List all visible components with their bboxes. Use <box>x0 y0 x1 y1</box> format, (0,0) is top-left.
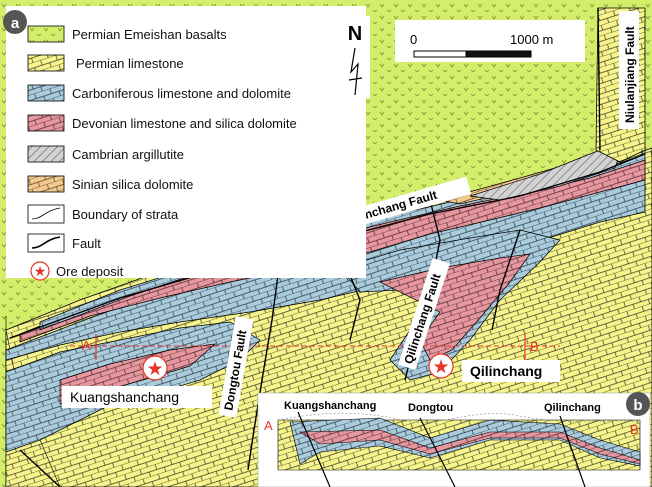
cross-section-start-label: A <box>264 418 273 433</box>
section-devon-1 <box>298 429 641 465</box>
cross-section-end-label: B <box>630 422 639 437</box>
cross-section-label-kuangshanchang: Kuangshanchang <box>284 400 376 412</box>
ore-deposit-kuangshanchang: ★ <box>142 355 168 381</box>
north-arrow: N <box>340 16 370 98</box>
svg-text:Carboniferous limestone and do: Carboniferous limestone and dolomite <box>72 86 291 101</box>
niulanjiang-fault-line <box>597 7 601 151</box>
legend-item-cambrian: Cambrian argillutite <box>27 145 184 163</box>
deposit-label-kuangshanchang: Kuangshanchang <box>62 386 212 408</box>
svg-text:Boundary of strata: Boundary of strata <box>72 207 179 222</box>
boundary-line-icon <box>31 207 61 220</box>
legend-item-carboniferous: Carboniferous limestone and dolomite <box>27 84 291 102</box>
kuangshanchang-fault-line <box>9 153 646 339</box>
star-icon: ★ <box>432 357 449 378</box>
ore-deposit-qilinchang: ★ <box>428 353 454 379</box>
cross-section: A B Kuangshanchang Dongtou Qilinchang b <box>257 392 651 487</box>
svg-text:0: 0 <box>410 32 417 47</box>
legend-item-devonian: Devonian limestone and silica dolomite <box>27 114 297 132</box>
svg-text:b: b <box>633 397 642 414</box>
sinian-unit <box>439 139 631 205</box>
legend-item-basalt: Permian Emeishan basalts <box>27 25 227 43</box>
svg-text:Kuangshanchang: Kuangshanchang <box>70 389 179 405</box>
svg-text:Qilinchang: Qilinchang <box>470 363 542 379</box>
section-fault-lines <box>297 411 586 487</box>
north-arrow-icon <box>348 47 363 96</box>
star-icon: ★ <box>34 263 47 279</box>
svg-text:Sinian silica dolomite: Sinian silica dolomite <box>72 177 193 192</box>
panel-badge-b: b <box>626 392 650 416</box>
cross-section-label-dongtou: Dongtou <box>408 402 453 414</box>
legend-item-ore: ★ Ore deposit <box>30 261 124 281</box>
svg-text:N: N <box>348 23 362 45</box>
svg-text:Cambrian argillutite: Cambrian argillutite <box>72 147 184 162</box>
svg-text:Permian limestone: Permian limestone <box>76 56 184 71</box>
svg-text:Permian Emeishan basalts: Permian Emeishan basalts <box>72 27 227 42</box>
svg-text:Ore deposit: Ore deposit <box>56 264 124 279</box>
legend-item-sinian: Sinian silica dolomite <box>27 175 193 193</box>
scale-bar: 0 1000 m <box>395 20 585 62</box>
section-topo-line <box>277 412 641 423</box>
fault-label-niulanjiang: Niulanjiang Fault <box>619 11 639 129</box>
star-icon: ★ <box>146 359 163 380</box>
legend-item-permian-limestone: Permian limestone <box>27 54 184 72</box>
section-start-label: A <box>82 338 91 353</box>
legend: Permian Emeishan basalts Permian limesto… <box>3 6 366 281</box>
minor-fault-3 <box>19 449 61 487</box>
svg-text:a: a <box>11 15 20 32</box>
legend-item-boundary: Boundary of strata <box>27 204 179 224</box>
section-line: A B <box>70 334 560 360</box>
legend-item-fault: Fault <box>27 233 101 253</box>
cross-section-label-qilinchang: Qilinchang <box>544 402 601 414</box>
svg-text:1000 m: 1000 m <box>510 32 553 47</box>
minor-fault-2 <box>491 229 521 331</box>
deposit-label-qilinchang: Qilinchang <box>462 360 560 382</box>
cross-section-units <box>277 417 641 471</box>
svg-text:Fault: Fault <box>72 236 101 251</box>
section-end-label: B <box>530 339 539 354</box>
svg-text:Niulanjiang Fault: Niulanjiang Fault <box>623 26 637 123</box>
panel-badge-a: a <box>3 10 27 34</box>
svg-text:Devonian limestone and silica: Devonian limestone and silica dolomite <box>72 116 297 131</box>
fault-line-icon <box>31 236 61 249</box>
